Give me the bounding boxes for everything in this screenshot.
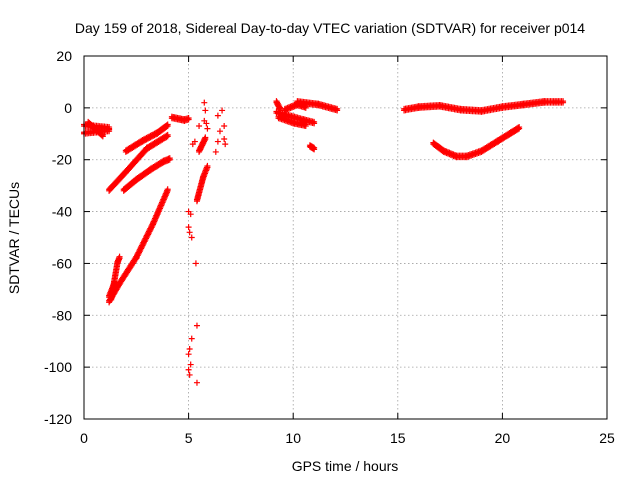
data-point — [185, 224, 192, 231]
x-tick-label: 0 — [80, 430, 88, 446]
chart-title: Day 159 of 2018, Sidereal Day-to-day VTE… — [75, 20, 585, 36]
grid-layer — [84, 56, 607, 419]
data-point — [185, 114, 192, 121]
ticks-layer: 0 5 10 15 20 25 -120 -100 -80 -60 -40 -20 0 20 — [44, 48, 615, 446]
x-tick-label: 5 — [185, 430, 193, 446]
data-point — [216, 128, 223, 135]
data-point — [202, 107, 209, 114]
x-tick-label: 20 — [495, 430, 511, 446]
data-point — [111, 279, 118, 286]
data-point — [186, 371, 193, 378]
data-point — [163, 132, 170, 139]
data-point — [193, 322, 200, 329]
data-point — [277, 105, 284, 112]
data-point — [214, 138, 221, 145]
y-tick-label: -20 — [52, 152, 72, 168]
data-point — [191, 138, 198, 145]
x-tick-label: 15 — [390, 430, 406, 446]
data-point — [163, 122, 170, 129]
data-point — [334, 105, 341, 112]
data-point — [560, 98, 567, 105]
y-tick-label: -40 — [52, 204, 72, 220]
y-tick-label: 0 — [64, 100, 72, 116]
x-tick-label: 25 — [599, 430, 615, 446]
data-point — [219, 107, 226, 114]
data-point — [193, 379, 200, 386]
data-point — [204, 125, 211, 132]
y-tick-label: -60 — [52, 255, 72, 271]
y-axis-label: SDTVAR / TECUs — [6, 182, 22, 294]
data-point — [186, 229, 193, 236]
x-tick-label: 10 — [285, 430, 301, 446]
plot-frame — [83, 55, 608, 420]
data-point — [212, 148, 219, 155]
x-axis-label: GPS time / hours — [292, 458, 399, 474]
y-tick-label: -100 — [44, 359, 72, 375]
data-point — [302, 121, 309, 128]
data-point — [311, 144, 318, 151]
data-point — [196, 123, 203, 130]
data-point — [214, 112, 221, 119]
data-point — [185, 351, 192, 358]
data-point — [202, 134, 209, 141]
data-point — [514, 124, 521, 131]
data-point — [203, 120, 210, 127]
data-point — [188, 234, 195, 241]
data-point — [106, 126, 113, 133]
data-point — [187, 211, 194, 218]
data-point — [221, 135, 228, 142]
data-point — [186, 345, 193, 352]
data-point — [276, 104, 283, 111]
data-point — [185, 366, 192, 373]
data-point — [164, 131, 171, 138]
data-point — [164, 121, 171, 128]
data-point — [201, 99, 208, 106]
data-point — [222, 141, 229, 148]
data-point — [188, 335, 195, 342]
y-tick-label: -80 — [52, 307, 72, 323]
y-tick-label: -120 — [44, 411, 72, 427]
y-tick-label: 20 — [56, 48, 72, 64]
data-point — [164, 186, 171, 193]
data-point — [311, 118, 318, 125]
data-points-layer — [81, 98, 567, 386]
data-point — [221, 123, 228, 130]
data-point — [166, 155, 173, 162]
data-point — [516, 124, 523, 131]
data-point — [204, 162, 211, 169]
data-point — [99, 131, 106, 138]
data-point — [187, 361, 194, 368]
data-point — [116, 253, 123, 260]
data-point — [192, 260, 199, 267]
